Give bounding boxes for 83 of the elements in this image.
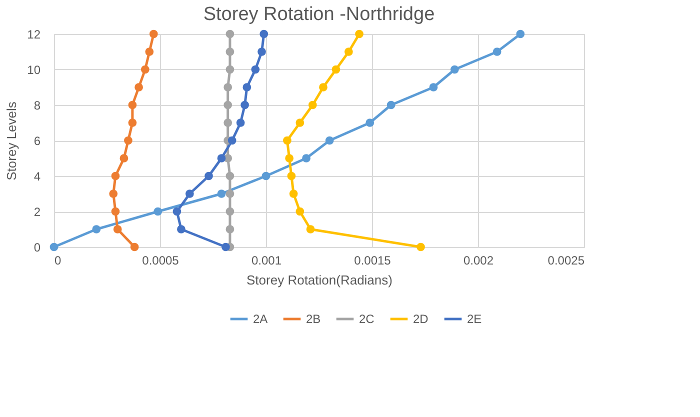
chart-title: Storey Rotation -Northridge	[203, 4, 435, 25]
point	[128, 100, 137, 110]
point	[111, 172, 120, 180]
point	[149, 30, 158, 38]
point	[308, 100, 317, 110]
point	[177, 225, 186, 234]
x-tick-label: 0.002	[463, 254, 494, 268]
point	[226, 190, 234, 198]
point	[319, 83, 328, 92]
point	[226, 65, 234, 74]
point	[222, 242, 230, 252]
y-tick-label: 10	[27, 63, 41, 77]
point	[416, 242, 425, 252]
x-tick-label: 0.001	[251, 254, 282, 268]
point	[217, 154, 226, 162]
point	[226, 48, 234, 56]
x-tick-label: 0.0025	[548, 254, 585, 268]
legend-label: 2A	[253, 312, 268, 326]
point	[236, 118, 245, 127]
point	[140, 65, 150, 74]
point	[450, 65, 459, 74]
point	[492, 48, 502, 56]
point	[289, 190, 298, 198]
point	[258, 48, 266, 56]
point	[516, 30, 525, 38]
y-tick-label: 8	[34, 98, 41, 112]
point	[242, 83, 252, 92]
point	[366, 118, 374, 127]
point	[260, 30, 268, 38]
point	[283, 136, 292, 145]
point	[287, 172, 296, 180]
legend-label: 2E	[467, 312, 482, 326]
point	[226, 225, 234, 234]
point	[185, 190, 194, 198]
point	[92, 225, 101, 234]
point	[355, 30, 364, 38]
point	[124, 136, 132, 145]
point	[386, 100, 396, 110]
x-tick-label: 0.0005	[142, 254, 180, 268]
point	[285, 154, 294, 162]
point	[111, 207, 120, 216]
point	[50, 242, 58, 252]
point	[226, 207, 234, 216]
x-tick-label: 0	[54, 254, 62, 268]
x-axis-title: Storey Rotation(Radians)	[246, 272, 392, 288]
point	[344, 48, 353, 56]
legend-label: 2D	[413, 312, 429, 326]
point	[302, 154, 310, 162]
point	[429, 83, 438, 92]
y-tick-label: 4	[34, 170, 41, 184]
x-tick-label: 0.0015	[354, 254, 392, 268]
y-axis-title: Storey Levels	[4, 101, 20, 180]
point	[224, 100, 232, 110]
point	[224, 118, 232, 127]
legend-label: 2B	[306, 312, 321, 326]
point	[113, 225, 122, 234]
point	[217, 190, 226, 198]
legend-label: 2C	[359, 312, 375, 326]
point	[332, 65, 340, 74]
point	[172, 207, 182, 216]
point	[228, 136, 236, 145]
point	[296, 207, 304, 216]
y-tick-label: 6	[34, 134, 41, 148]
y-tick-label: 12	[27, 28, 41, 42]
point	[224, 83, 232, 92]
point	[204, 172, 213, 180]
point	[134, 83, 143, 92]
point	[226, 172, 234, 180]
point	[251, 65, 260, 74]
point	[154, 207, 162, 216]
point	[296, 118, 304, 127]
point	[306, 225, 315, 234]
point	[240, 100, 249, 110]
point	[120, 154, 128, 162]
point	[128, 118, 137, 127]
point	[145, 48, 154, 56]
point	[226, 30, 234, 38]
point	[325, 136, 334, 145]
point	[262, 172, 270, 180]
y-tick-label: 0	[34, 240, 41, 254]
point	[130, 242, 139, 252]
y-tick-label: 2	[34, 205, 41, 219]
point	[109, 190, 118, 198]
